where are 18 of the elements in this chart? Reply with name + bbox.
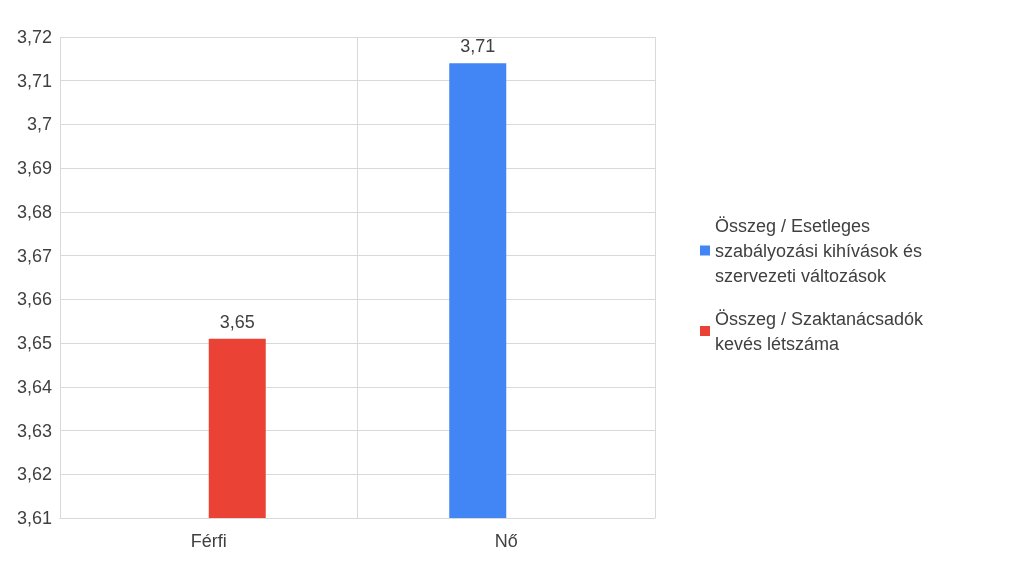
x-tick-label: Nő xyxy=(494,531,518,551)
y-tick-label: 3,69 xyxy=(16,158,52,179)
y-tick-label: 3,66 xyxy=(16,289,52,310)
y-tick-label: 3,7 xyxy=(26,114,52,135)
y-tick-label: 3,63 xyxy=(16,420,52,441)
x-tick-label: Férfi xyxy=(190,531,227,551)
y-tick-label: 3,64 xyxy=(16,376,52,397)
legend-label: Összeg / Szaktanácsadók kevés létszáma xyxy=(715,308,929,354)
legend-label: Összeg / Esetleges szabályozási kihívások és szervezeti változások xyxy=(715,215,928,286)
y-tick-label: 3,72 xyxy=(16,27,52,47)
y-tick-label: 3,65 xyxy=(16,333,52,354)
y-tick-label: 3,67 xyxy=(16,245,52,266)
y-tick-label: 3,71 xyxy=(16,70,52,91)
y-tick-label: 3,62 xyxy=(16,464,52,485)
y-tick-label: 3,61 xyxy=(16,508,52,528)
data-label: 3,65 xyxy=(219,311,255,332)
y-tick-label: 3,68 xyxy=(16,201,52,222)
data-label: 3,71 xyxy=(460,36,496,57)
